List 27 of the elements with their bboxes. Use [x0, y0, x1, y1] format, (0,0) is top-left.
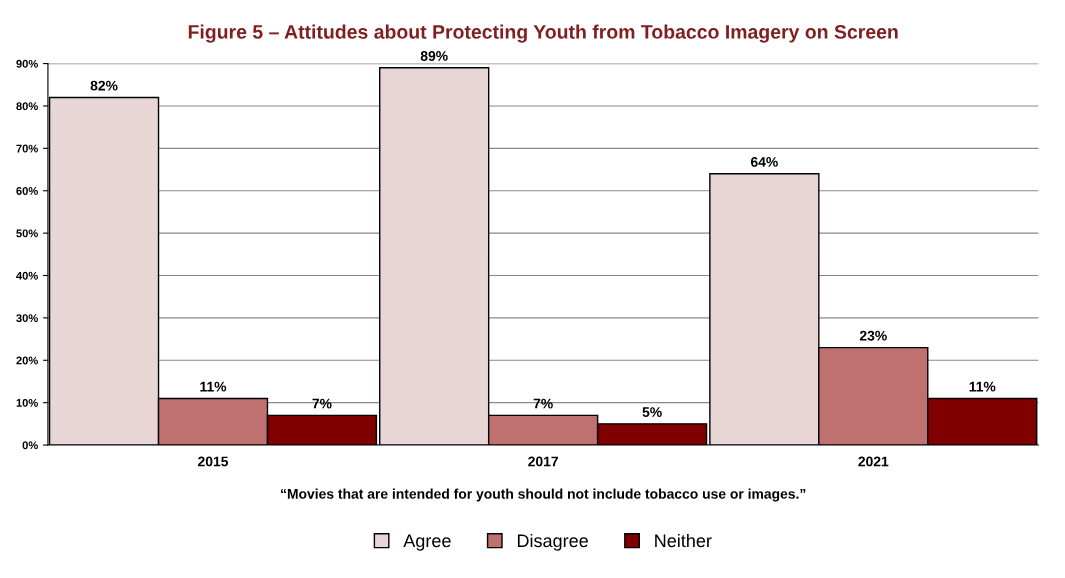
- data-label: 23%: [859, 330, 887, 341]
- x-tick-label: 2021: [858, 456, 889, 467]
- y-tick-label: 60%: [16, 187, 38, 195]
- y-tick-label: 70%: [16, 144, 38, 153]
- y-tick-label: 90%: [16, 59, 38, 68]
- y-tick-label: 10%: [16, 398, 38, 407]
- data-label: 7%: [312, 398, 332, 409]
- y-tick-label: 30%: [16, 314, 38, 323]
- x-axis-title: “Movies that are intended for youth should not include tobacco use or images.”: [281, 488, 806, 502]
- data-label: 64%: [750, 157, 778, 167]
- legend-label: Agree: [403, 534, 451, 551]
- y-tick-label: 20%: [16, 356, 38, 365]
- y-tick-label: 80%: [16, 102, 38, 111]
- data-label: 11%: [200, 381, 227, 392]
- x-tick-label: 2017: [528, 456, 558, 467]
- legend-label: Neither: [655, 533, 712, 548]
- y-tick-label: 50%: [16, 229, 38, 238]
- chart-title: Figure 5 – Attitudes about Protecting Youth from Tobacco Imagery on Screen: [188, 24, 898, 43]
- data-label: 7%: [533, 398, 553, 409]
- x-tick-label: 2015: [198, 456, 229, 467]
- y-tick-label: 0%: [22, 441, 38, 450]
- data-label: 82%: [90, 80, 118, 91]
- data-label: 11%: [969, 381, 996, 392]
- legend-label: Disagree: [517, 533, 588, 551]
- y-tick-label: 40%: [16, 271, 38, 280]
- data-label: 5%: [642, 407, 662, 417]
- data-label: 89%: [420, 51, 448, 61]
